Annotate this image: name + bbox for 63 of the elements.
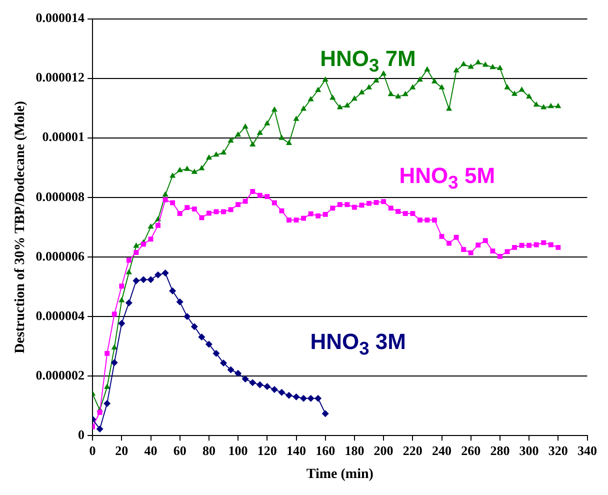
point	[205, 340, 212, 348]
y-tick-label: 0.000012	[36, 70, 85, 85]
y-tick-label: 0.00001	[42, 129, 85, 144]
x-tick-label: 140	[286, 442, 306, 458]
point	[125, 299, 132, 306]
x-tick-label: 340	[578, 442, 597, 458]
x-tick-label: 20	[115, 442, 128, 458]
x-tick-label: 120	[257, 442, 277, 458]
point	[190, 323, 198, 330]
x-tick-label: 300	[519, 442, 539, 458]
y-tick-label: 0.000002	[36, 367, 85, 382]
point	[249, 379, 256, 386]
point	[176, 298, 184, 306]
point	[96, 426, 104, 433]
series-label: HNO$_{3}$ 7M	[320, 46, 416, 76]
y-tick-label: 0	[78, 426, 85, 442]
series-label: HNO$_{3}$ 5M	[399, 162, 496, 192]
point	[292, 393, 300, 400]
x-tick-label: 200	[374, 442, 394, 458]
point	[110, 359, 118, 366]
x-tick-label: 60	[173, 442, 186, 458]
y-tick-label: 0.000006	[36, 248, 86, 264]
point	[118, 320, 126, 327]
x-tick-label: 100	[228, 442, 248, 458]
point	[169, 287, 176, 294]
point	[314, 394, 322, 402]
point	[270, 386, 278, 393]
point	[278, 388, 286, 396]
x-tick-label: 260	[461, 442, 481, 458]
point	[322, 410, 329, 418]
point	[300, 394, 308, 402]
x-tick-label: 160	[316, 442, 336, 458]
x-tick-label: 240	[432, 442, 452, 458]
point	[184, 313, 191, 320]
point	[220, 359, 227, 366]
x-tick-label: 280	[490, 442, 510, 458]
point	[256, 381, 264, 388]
point	[154, 271, 162, 278]
point	[285, 392, 292, 399]
point	[234, 370, 242, 377]
point	[140, 276, 147, 284]
x-tick-label: 0	[89, 442, 96, 458]
x-tick-label: 180	[344, 442, 364, 458]
point	[147, 276, 154, 284]
point	[242, 376, 249, 383]
y-axis-title: Destruction of 30% TBP/Dodecane (Mole)	[13, 100, 28, 354]
y-tick-label: 0.000014	[36, 10, 86, 26]
x-axis-title: Time (min)	[306, 467, 374, 482]
point	[212, 350, 220, 357]
y-tick-label: 0.000004	[36, 308, 86, 323]
x-tick-label: 220	[402, 442, 422, 458]
point	[104, 400, 111, 407]
x-tick-label: 320	[548, 442, 568, 458]
point	[264, 382, 271, 390]
point	[227, 366, 234, 374]
y-tick-label: 0.000008	[36, 188, 86, 204]
point	[132, 277, 140, 284]
point	[307, 394, 314, 402]
x-tick-label: 40	[144, 442, 158, 458]
point	[198, 334, 206, 341]
x-tick-label: 80	[202, 442, 216, 458]
series-label: HNO$_{3}$ 3M	[310, 329, 406, 359]
point	[162, 270, 169, 277]
